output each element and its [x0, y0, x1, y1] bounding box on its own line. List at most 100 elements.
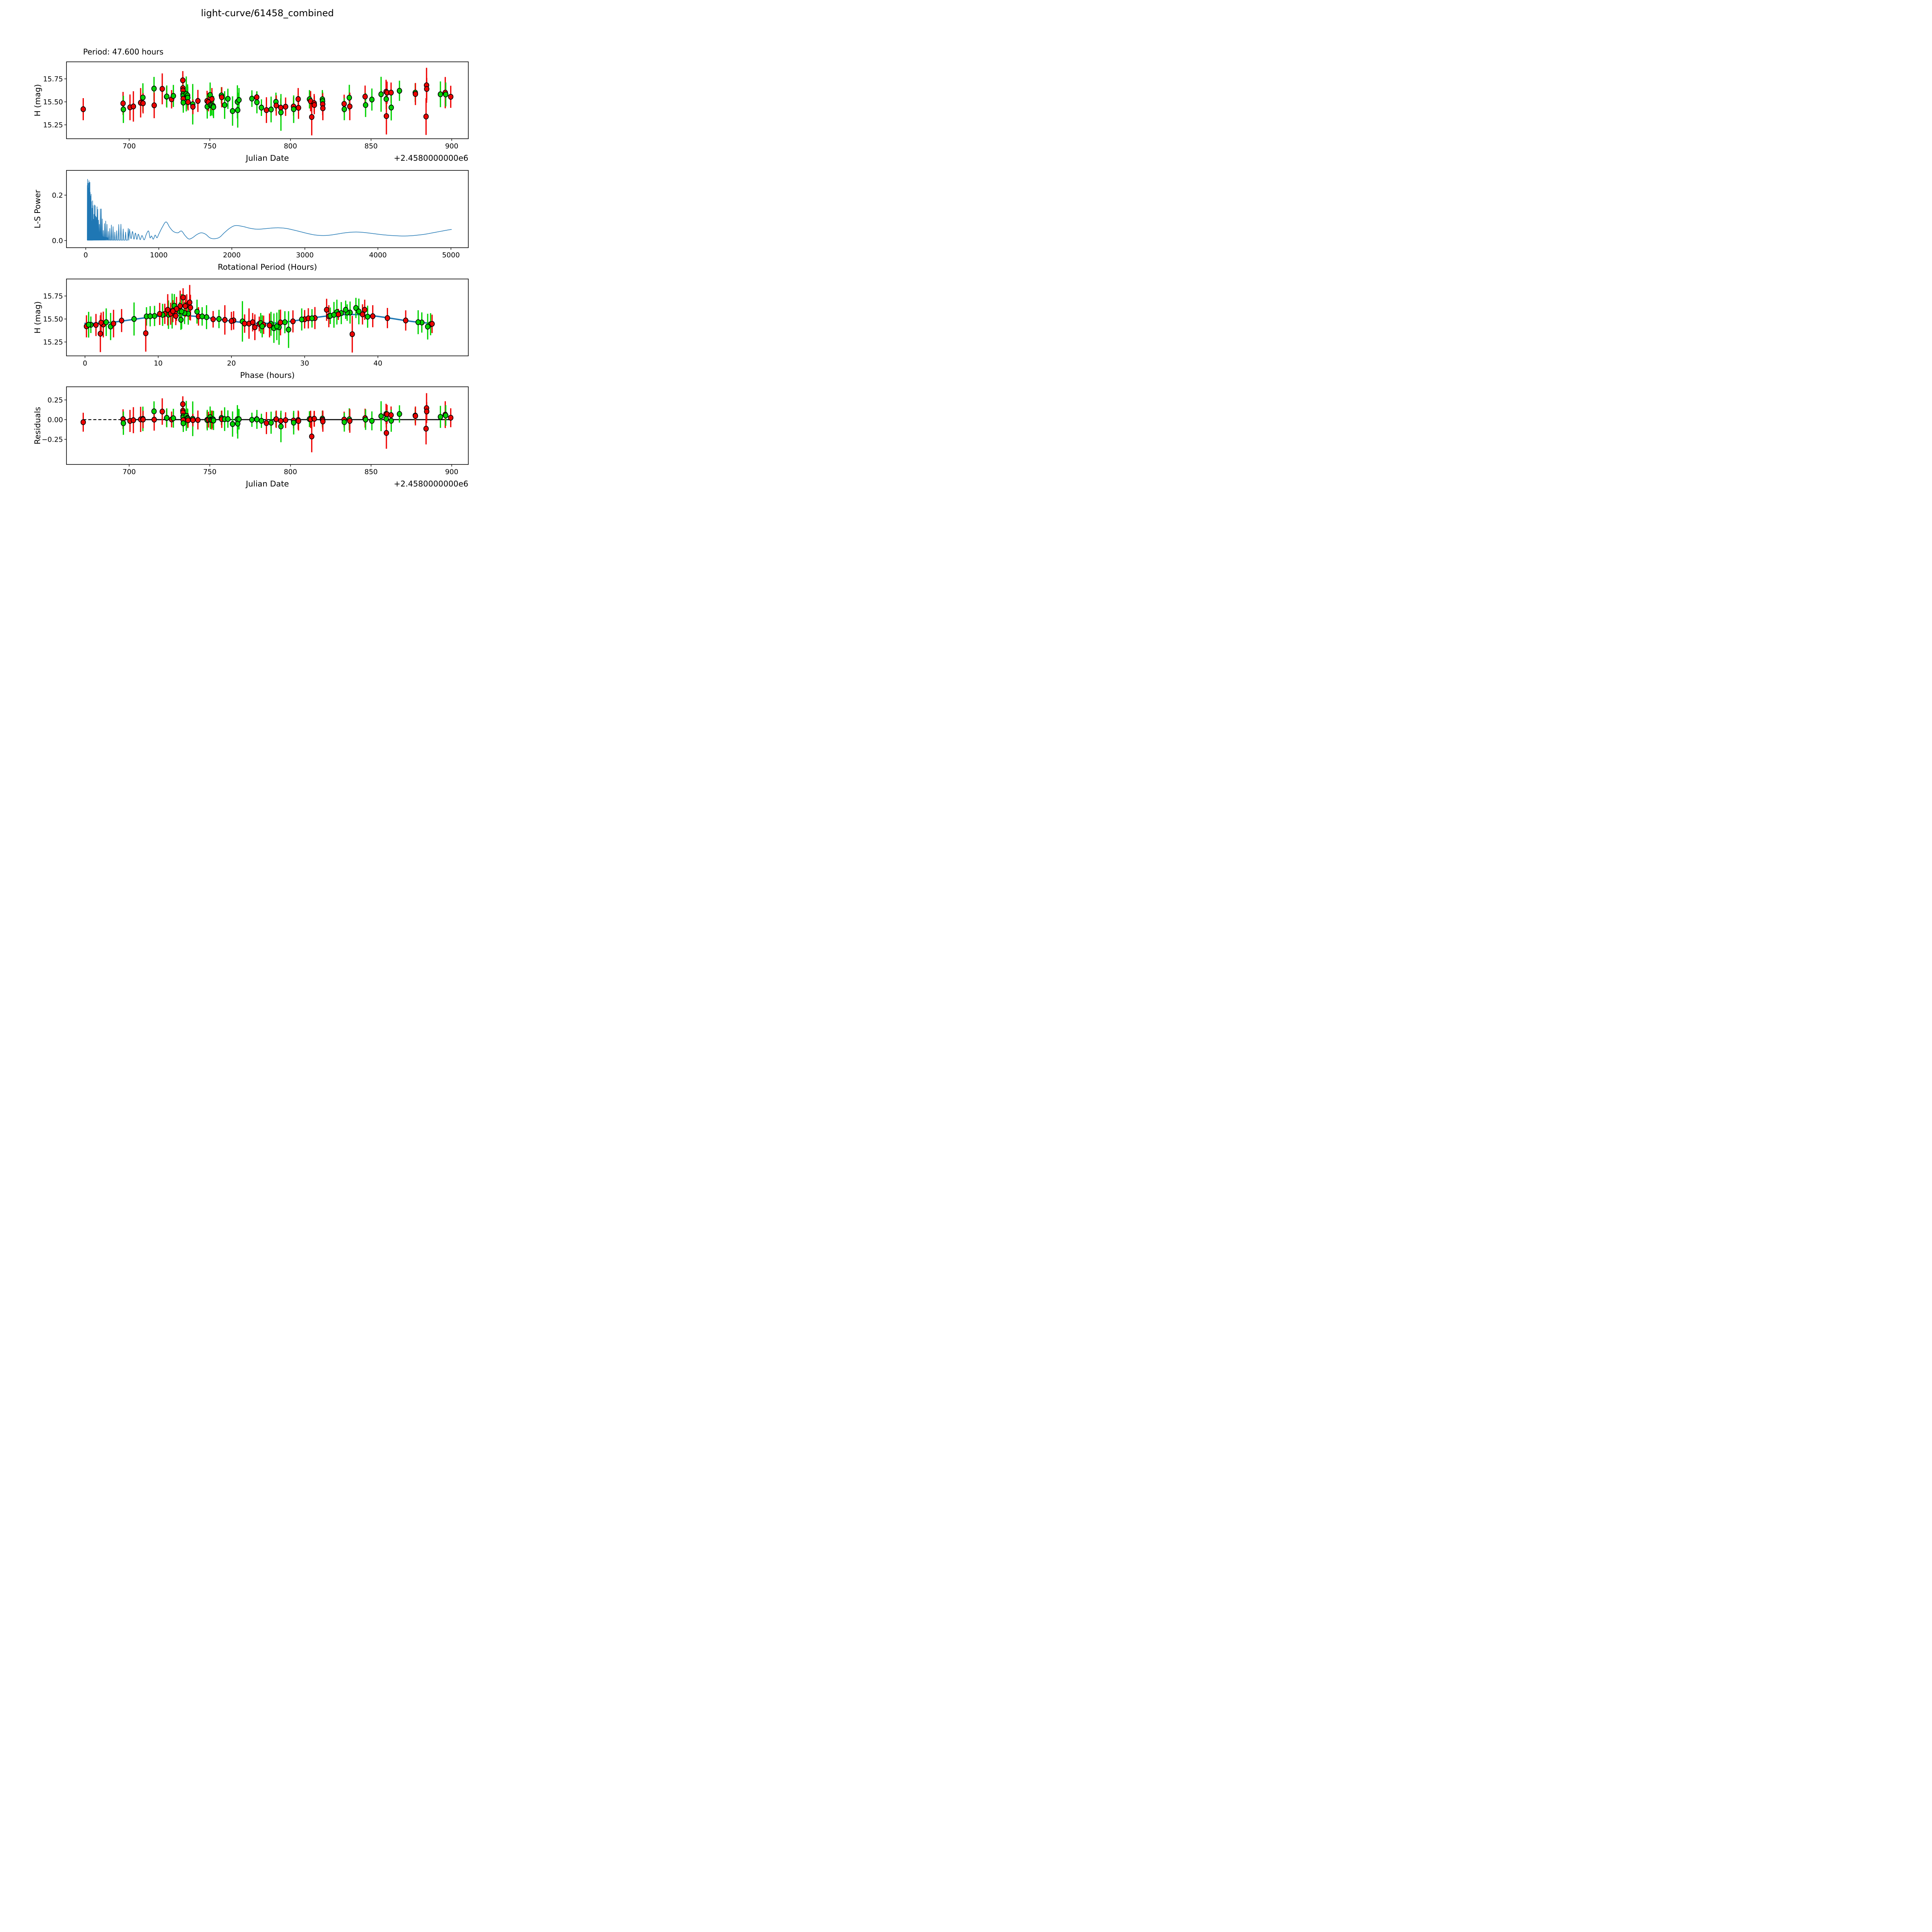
data-point: [249, 417, 255, 423]
y-tick-label: 0.2: [52, 191, 63, 199]
data-point: [195, 417, 201, 423]
data-point: [131, 103, 136, 109]
data-point: [259, 105, 264, 111]
data-point: [384, 113, 389, 119]
data-point: [225, 96, 231, 102]
data-point: [131, 316, 137, 322]
data-point: [151, 408, 157, 415]
data-point: [384, 315, 390, 321]
data-point: [274, 323, 280, 330]
panel-frame-periodogram: [66, 170, 469, 248]
data-point: [309, 315, 315, 321]
data-point: [254, 99, 260, 105]
data-point: [363, 102, 369, 108]
data-point: [365, 314, 371, 320]
data-point: [396, 88, 402, 94]
data-point: [165, 307, 170, 313]
x-tick-label: 800: [284, 468, 297, 476]
data-point: [448, 415, 454, 421]
data-point: [242, 320, 247, 327]
y-tick-label: 15.50: [43, 98, 63, 106]
data-point: [388, 412, 394, 418]
data-point: [119, 318, 124, 324]
x-axis-label: Phase (hours): [240, 371, 294, 380]
y-tick-label: 15.25: [43, 121, 63, 129]
data-point: [185, 417, 191, 423]
data-point: [236, 416, 242, 422]
x-tick-label: 750: [203, 468, 216, 476]
data-point: [250, 319, 255, 325]
data-point: [299, 316, 304, 323]
data-point: [143, 330, 149, 336]
data-point: [225, 416, 231, 422]
x-tick-label: 2000: [223, 251, 241, 259]
data-point: [254, 416, 260, 422]
y-tick-label: 0.0: [52, 237, 63, 245]
data-point: [349, 331, 355, 337]
data-point: [164, 94, 170, 100]
x-tick-label: 10: [154, 359, 163, 367]
data-point: [159, 408, 165, 415]
y-tick-label: 0.00: [48, 416, 63, 424]
x-tick-label: 0: [83, 251, 88, 259]
data-point: [121, 106, 126, 112]
data-point: [363, 417, 369, 423]
data-point: [235, 107, 241, 113]
data-point: [147, 313, 153, 319]
data-point: [170, 308, 176, 314]
data-point: [187, 304, 193, 311]
data-point: [216, 316, 222, 322]
data-point: [383, 416, 389, 422]
x-tick-label: 1000: [150, 251, 168, 259]
data-point: [159, 86, 165, 92]
data-point: [388, 104, 394, 111]
data-point: [140, 417, 146, 423]
y-axis-label: H (mag): [33, 84, 42, 116]
data-point: [254, 94, 260, 100]
data-point: [320, 105, 326, 111]
data-point: [335, 311, 341, 318]
data-point: [311, 102, 317, 108]
data-point: [396, 411, 402, 417]
data-point: [178, 316, 184, 323]
data-point: [151, 85, 157, 92]
data-point: [356, 308, 362, 315]
data-point: [425, 323, 430, 330]
data-point: [259, 323, 265, 330]
data-point: [151, 102, 157, 109]
data-point: [437, 414, 443, 420]
data-point: [309, 434, 315, 440]
data-point: [423, 114, 429, 120]
data-point: [204, 314, 209, 320]
data-point: [180, 420, 186, 426]
data-point: [211, 104, 216, 110]
data-point: [252, 324, 258, 330]
x-axis-label: Julian Date: [245, 479, 289, 488]
data-point: [296, 105, 301, 111]
data-point: [121, 420, 126, 426]
data-point: [369, 97, 375, 103]
data-point: [264, 420, 269, 426]
data-point: [278, 418, 284, 424]
data-point: [347, 418, 353, 424]
data-point: [274, 416, 279, 422]
data-point: [180, 401, 186, 407]
x-tick-label: 850: [364, 468, 378, 476]
data-point: [384, 430, 389, 436]
data-point: [249, 95, 255, 102]
y-axis-label: H (mag): [33, 301, 42, 333]
x-tick-label: 900: [445, 468, 458, 476]
data-point: [437, 91, 443, 97]
data-point: [343, 307, 349, 313]
data-point: [268, 106, 274, 112]
data-point: [383, 96, 389, 102]
data-point: [120, 100, 126, 107]
data-point: [264, 107, 269, 113]
data-point: [362, 307, 367, 313]
data-point: [341, 101, 347, 107]
data-point: [378, 91, 384, 97]
data-point: [342, 106, 347, 112]
panel-frame-phased_lightcurve: [66, 279, 469, 356]
data-point: [443, 92, 449, 98]
data-point: [151, 417, 157, 423]
